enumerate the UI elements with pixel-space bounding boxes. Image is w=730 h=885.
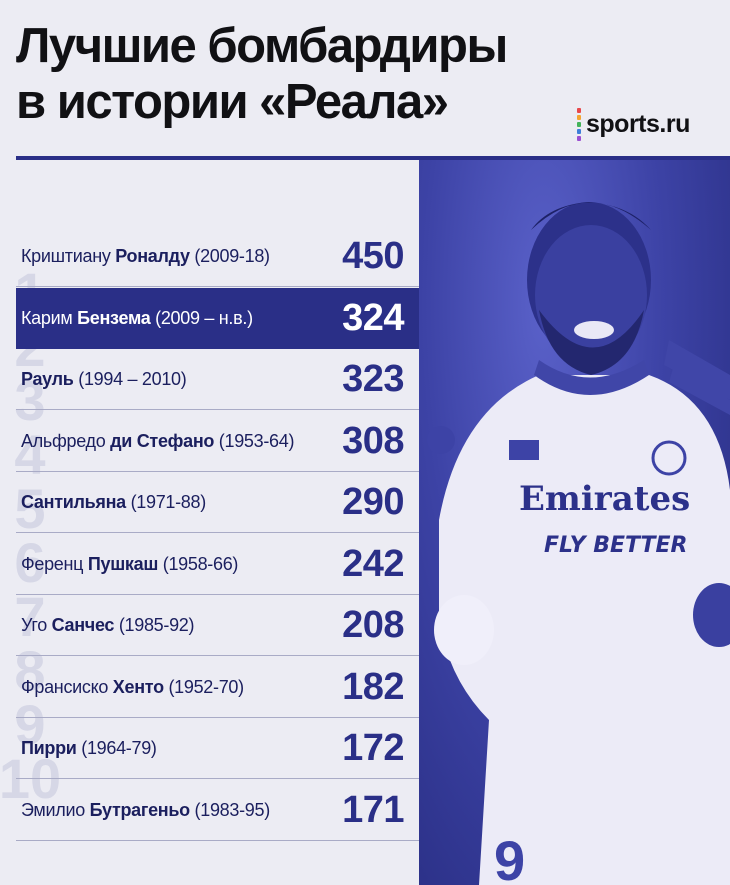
scorer-years: (1958-66): [158, 553, 239, 574]
scorer-last-name: Пушкаш: [87, 553, 159, 574]
scorer-row: Карим Бензема (2009 – н.в.) 324: [16, 287, 419, 349]
scorer-row: Уго Санчес (1985-92) 208: [16, 595, 419, 656]
scorer-last-name: Рауль: [21, 369, 74, 389]
scorer-last-name: Роналду: [115, 246, 190, 266]
scorer-first-name: Карим: [21, 307, 78, 328]
scorer-goals: 308: [342, 419, 404, 462]
scorer-last-name: Санчес: [51, 615, 115, 635]
scorer-last-name: Бензема: [77, 307, 151, 328]
scorer-first-name: Уго: [21, 615, 52, 635]
scorer-first-name: Ференц: [21, 553, 88, 574]
scorer-row: Криштиану Роналду (2009-18) 450: [16, 226, 419, 287]
scorer-row: Пирри (1964-79) 172: [16, 718, 419, 779]
rank-number: 5: [14, 477, 46, 540]
rank-number: 7: [14, 585, 46, 648]
scorer-name: Ференц Пушкаш (1958-66): [21, 534, 238, 594]
scorer-years: (1994 – 2010): [73, 369, 187, 389]
scorer-goals: 324: [342, 296, 404, 339]
svg-text:9: 9: [494, 829, 525, 885]
scorer-goals: 172: [342, 727, 404, 769]
scorer-name: Сантильяна (1971-88): [21, 472, 206, 532]
scorer-first-name: Эмилио: [21, 799, 90, 820]
scorer-name: Франсиско Хенто (1952-70): [21, 657, 244, 717]
scorer-name: Карим Бензема (2009 – н.в.): [21, 288, 253, 348]
scorer-years: (1953-64): [214, 430, 295, 451]
scorer-row: Франсиско Хенто (1952-70) 182: [16, 657, 419, 718]
scorer-row: Рауль (1994 – 2010) 323: [16, 349, 419, 410]
scorer-name: Эмилио Бутрагеньо (1983-95): [21, 780, 270, 840]
logo-dot-icon: [577, 136, 581, 141]
logo-dot-icon: [577, 129, 581, 134]
player-photo: Emirates FLY BETTER 9: [419, 160, 730, 885]
scorer-goals: 323: [342, 358, 404, 400]
title-line-1: Лучшие бомбардиры: [16, 19, 508, 73]
scorer-last-name: ди Стефано: [110, 430, 215, 451]
rank-number: 4: [14, 423, 46, 486]
scorer-goals: 171: [342, 788, 404, 831]
scorer-row: Альфредо ди Стефано (1953-64) 308: [16, 411, 419, 472]
scorer-goals: 182: [342, 665, 404, 708]
scorer-years: (1985-92): [114, 615, 195, 635]
jersey-slogan: FLY BETTER: [544, 533, 688, 558]
scorer-first-name: Франсиско: [21, 676, 113, 697]
scorer-last-name: Бутрагеньо: [89, 799, 191, 820]
logo-dot-icon: [577, 108, 581, 113]
jersey-sponsor: Emirates: [519, 479, 690, 519]
scorer-last-name: Пирри: [21, 738, 77, 758]
scorer-row: Сантильяна (1971-88) 290: [16, 472, 419, 533]
scorer-last-name: Сантильяна: [21, 492, 126, 512]
scorer-name: Пирри (1964-79): [21, 718, 157, 778]
sports-ru-logo: sports.ru: [577, 108, 690, 141]
scorer-years: (1983-95): [189, 799, 271, 820]
scorer-last-name: Хенто: [112, 676, 164, 697]
scorer-name: Уго Санчес (1985-92): [21, 595, 195, 655]
scorer-goals: 242: [342, 542, 404, 585]
logo-dots-icon: [577, 108, 581, 141]
scorer-name: Альфредо ди Стефано (1953-64): [21, 411, 294, 471]
scorer-name: Криштиану Роналду (2009-18): [21, 226, 270, 286]
scorer-years: (1964-79): [76, 738, 157, 758]
player-illustration: Emirates FLY BETTER 9: [427, 202, 730, 885]
scorer-row: Ференц Пушкаш (1958-66) 242: [16, 534, 419, 595]
rank-number: 9: [14, 693, 46, 756]
scorer-first-name: Криштиану: [21, 246, 116, 266]
scorer-years: (1971-88): [125, 492, 207, 512]
scorer-goals: 208: [342, 604, 404, 646]
logo-dot-icon: [577, 115, 581, 120]
scorer-goals: 450: [342, 235, 404, 277]
scorer-years: (2009 – н.в.): [150, 307, 253, 328]
rank-number: 3: [14, 369, 46, 432]
logo-dot-icon: [577, 122, 581, 127]
rank-number: 8: [14, 639, 46, 702]
scorer-name: Рауль (1994 – 2010): [21, 349, 187, 409]
page-title: Лучшие бомбардиры в истории «Реала»: [16, 18, 508, 130]
scorer-years: (1952-70): [163, 676, 244, 697]
scorer-goals: 290: [342, 481, 404, 523]
rank-number: 6: [14, 531, 46, 594]
header-divider: [16, 156, 730, 160]
scorer-first-name: Альфредо: [21, 430, 111, 451]
scorer-years: (2009-18): [189, 246, 270, 266]
logo-text: sports.ru: [586, 110, 690, 138]
scorer-row: Эмилио Бутрагеньо (1983-95) 171: [16, 780, 419, 841]
title-line-2: в истории «Реала»: [16, 75, 449, 129]
